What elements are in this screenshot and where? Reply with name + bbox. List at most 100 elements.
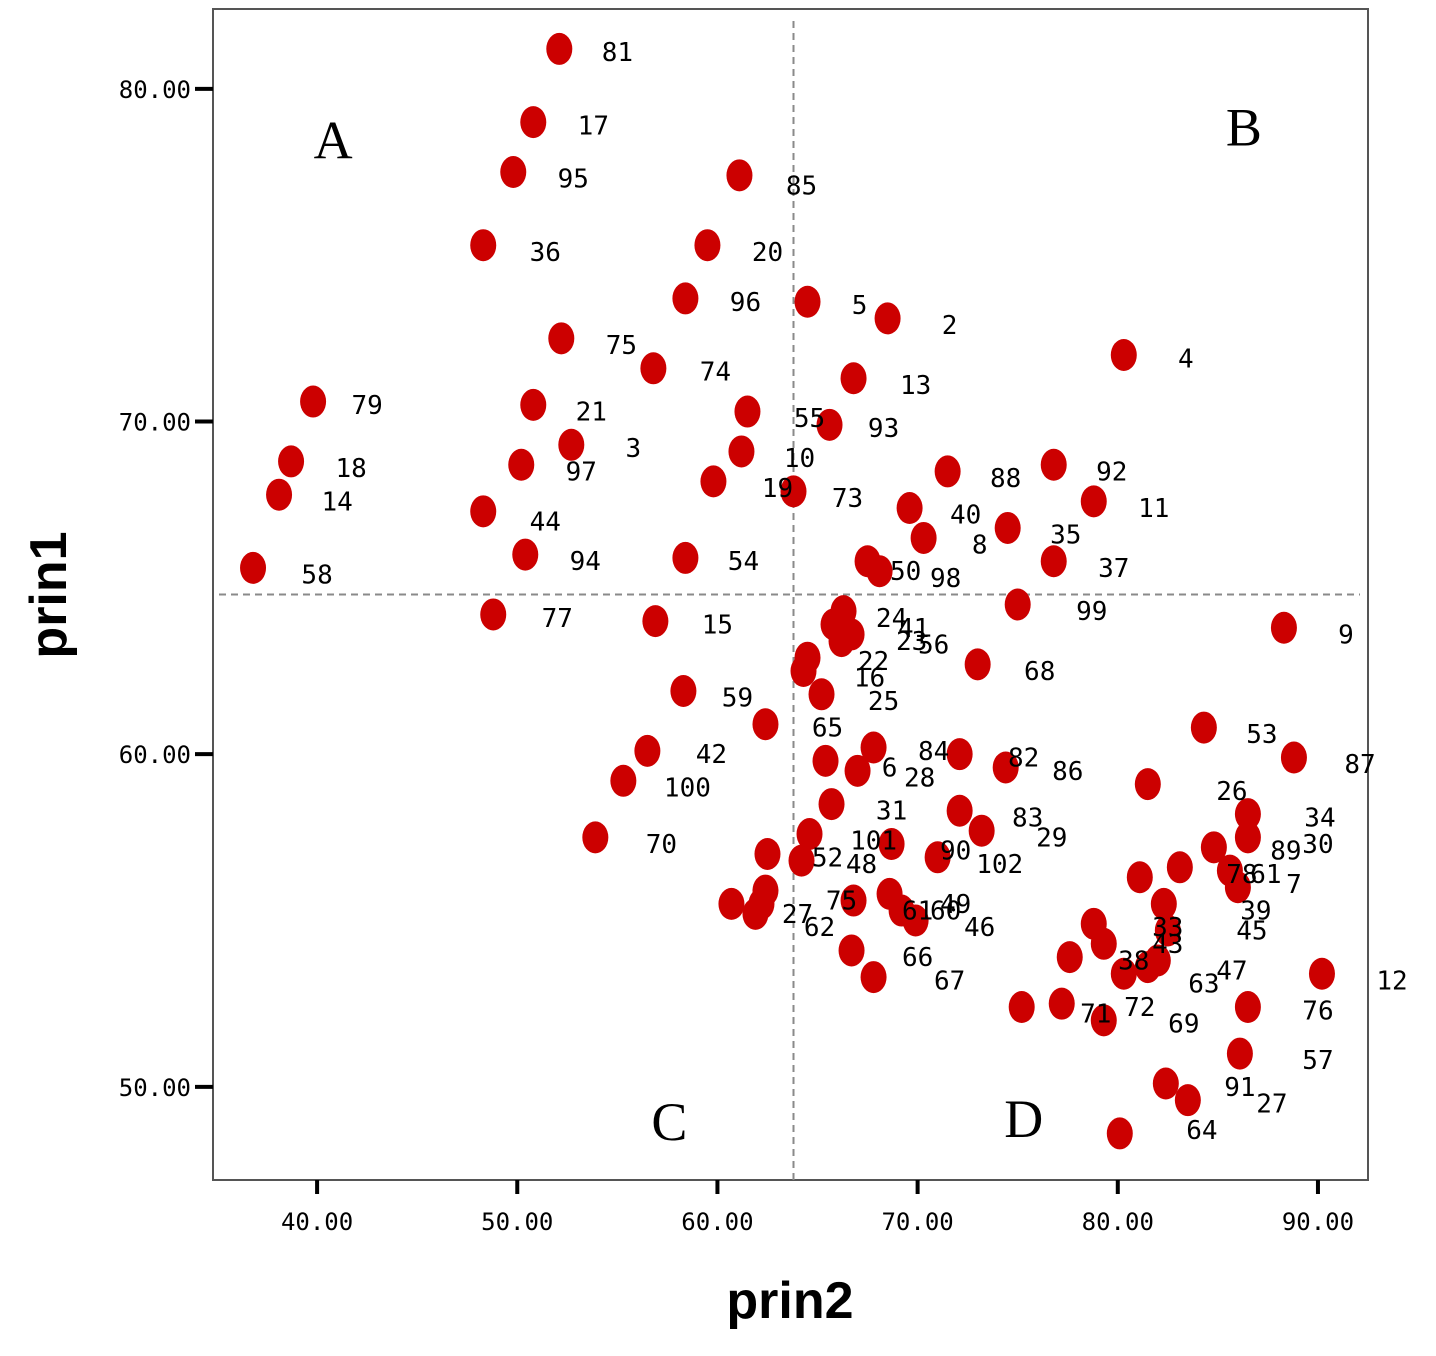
- data-label: 57: [1302, 1046, 1333, 1076]
- data-label: 64: [1186, 1116, 1217, 1146]
- data-label: 100: [664, 773, 711, 803]
- data-point: [1134, 768, 1161, 801]
- data-point: [874, 302, 901, 335]
- data-label: 53: [1246, 720, 1277, 750]
- data-label: 28: [904, 763, 935, 793]
- data-point: [1270, 611, 1297, 644]
- data-label: 41: [898, 614, 929, 644]
- data-point: [1040, 545, 1067, 578]
- data-label: 50: [890, 557, 921, 587]
- data-point: [790, 655, 817, 688]
- data-label: 20: [752, 238, 783, 268]
- x-tick-label: 40.00: [281, 1208, 353, 1236]
- data-label: 67: [934, 966, 965, 996]
- data-point: [470, 495, 497, 528]
- data-label: 36: [530, 238, 561, 268]
- data-point: [694, 229, 721, 262]
- data-point: [968, 814, 995, 847]
- data-label: 31: [876, 797, 907, 827]
- data-point: [634, 734, 661, 767]
- x-axis: 40.00 50.00 60.00 70.00 80.00 90.00: [281, 1180, 1354, 1236]
- data-label: 96: [730, 288, 761, 318]
- data-point: [266, 478, 293, 511]
- data-label: 2: [942, 311, 958, 341]
- data-label: 99: [1076, 597, 1107, 627]
- data-label: 79: [351, 391, 382, 421]
- data-label: 40: [950, 501, 981, 531]
- reference-lines: [219, 21, 1360, 1180]
- data-label: 74: [700, 358, 731, 388]
- data-point: [558, 428, 585, 461]
- data-point: [742, 897, 769, 930]
- data-label: 6: [882, 753, 898, 783]
- data-label: 26: [1216, 777, 1247, 807]
- data-point: [896, 492, 923, 525]
- data-label: 13: [900, 371, 931, 401]
- data-label: 97: [566, 457, 597, 487]
- data-point: [878, 828, 905, 861]
- data-label: 34: [1304, 803, 1335, 833]
- data-label: 95: [558, 165, 589, 195]
- data-label: 58: [301, 561, 332, 591]
- data-label: 66: [902, 943, 933, 973]
- x-tick-label: 90.00: [1282, 1208, 1354, 1236]
- data-point: [796, 818, 823, 851]
- data-label: 63: [1188, 970, 1219, 1000]
- data-label: 9: [1338, 620, 1354, 650]
- data-point: [718, 887, 745, 920]
- data-point: [1008, 991, 1035, 1024]
- data-point: [840, 362, 867, 395]
- data-point: [470, 229, 497, 262]
- data-label: 89: [1270, 837, 1301, 867]
- data-label: 3: [626, 434, 642, 464]
- data-label: 25: [868, 687, 899, 717]
- data-label: 47: [1216, 956, 1247, 986]
- data-label: 77: [542, 604, 573, 634]
- data-point: [728, 435, 755, 468]
- quadrant-label-c: C: [651, 1092, 687, 1152]
- data-label: 62: [804, 913, 835, 943]
- data-label: 98: [930, 564, 961, 594]
- data-point: [1174, 1084, 1201, 1117]
- y-tick-label: 60.00: [119, 741, 191, 769]
- data-label: 61: [1250, 860, 1281, 890]
- data-point: [1234, 798, 1261, 831]
- data-point: [1226, 1037, 1253, 1070]
- data-label: 8: [972, 531, 988, 561]
- data-point: [754, 837, 781, 870]
- data-point: [610, 764, 637, 797]
- data-label: 75: [606, 331, 637, 361]
- data-point: [546, 32, 573, 65]
- data-point: [788, 844, 815, 877]
- data-label: 70: [646, 830, 677, 860]
- data-label: 38: [1118, 946, 1149, 976]
- data-point: [924, 841, 951, 874]
- data-point: [1308, 957, 1335, 990]
- data-label: 48: [846, 850, 877, 880]
- data-label: 101: [850, 827, 897, 857]
- data-label: 42: [696, 740, 727, 770]
- data-label: 72: [1124, 993, 1155, 1023]
- data-point: [860, 731, 887, 764]
- data-label: 23: [896, 627, 927, 657]
- data-point: [1166, 851, 1193, 884]
- data-point: [1152, 1067, 1179, 1100]
- data-point: [1080, 485, 1107, 518]
- data-label: 90: [940, 837, 971, 867]
- data-label: 94: [570, 547, 601, 577]
- data-label: 10: [784, 444, 815, 474]
- data-label: 65: [812, 714, 843, 744]
- x-tick-label: 50.00: [481, 1208, 553, 1236]
- data-label: 87: [1344, 750, 1375, 780]
- data-label: 33: [1152, 913, 1183, 943]
- data-point: [1234, 991, 1261, 1024]
- data-point: [1200, 831, 1227, 864]
- data-point: [582, 821, 609, 854]
- data-label: 91: [1224, 1073, 1255, 1103]
- data-point: [1154, 914, 1181, 947]
- data-point: [818, 788, 845, 821]
- data-point: [670, 674, 697, 707]
- data-point: [548, 322, 575, 355]
- x-tick-label: 60.00: [681, 1208, 753, 1236]
- data-label: 73: [832, 484, 863, 514]
